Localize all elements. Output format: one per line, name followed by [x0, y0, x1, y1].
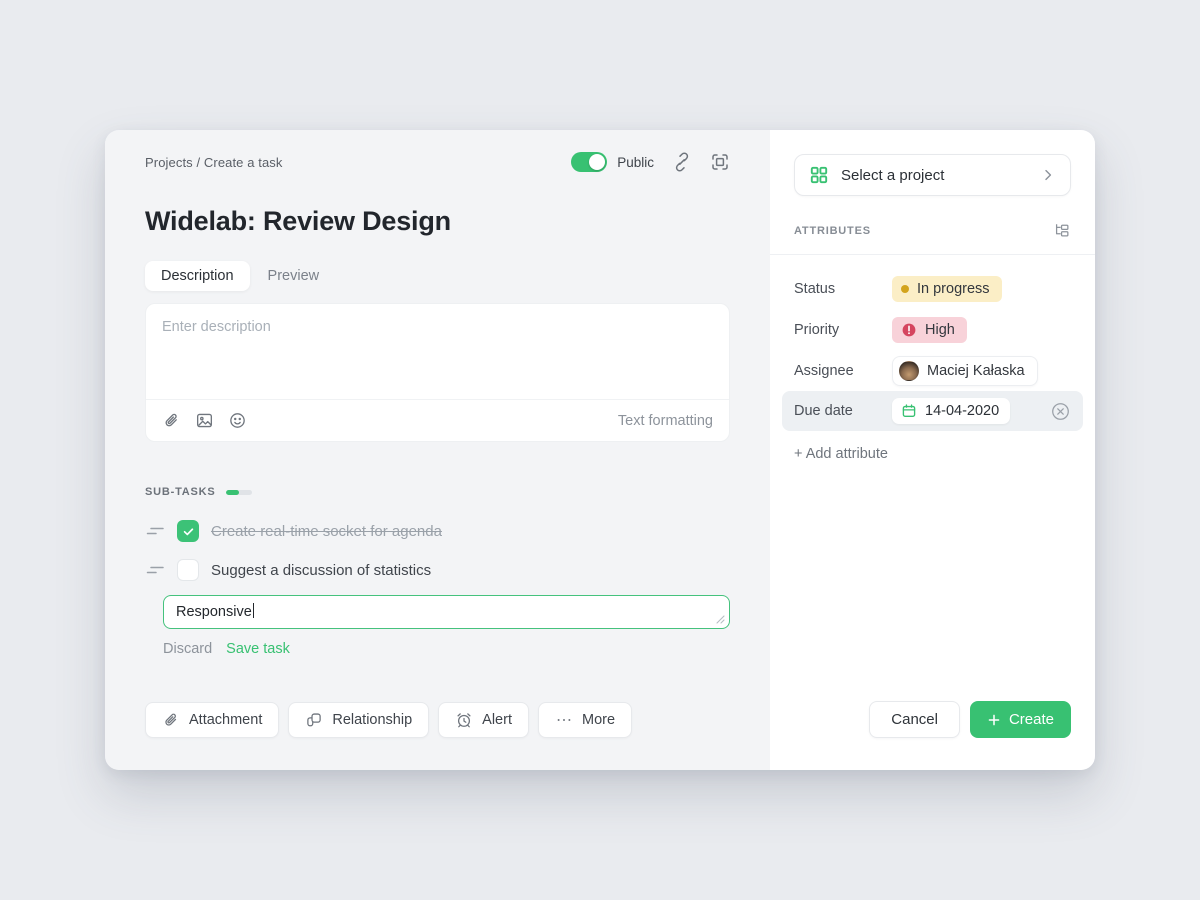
status-badge[interactable]: In progress [892, 275, 1002, 302]
attributes-label: ATTRIBUTES [794, 225, 871, 237]
clear-due-date-icon[interactable] [1050, 401, 1071, 422]
editor-tabs: Description Preview [145, 261, 730, 291]
subtask-row: Suggest a discussion of statistics [145, 555, 730, 585]
emoji-icon[interactable] [228, 411, 247, 430]
attribute-rows: Status In progress Priority [782, 268, 1083, 431]
status-value: In progress [917, 280, 990, 297]
drag-handle-icon[interactable] [145, 560, 165, 580]
fullscreen-icon[interactable] [710, 152, 730, 172]
subtasks-progress-fill [225, 489, 239, 495]
subtask-label[interactable]: Suggest a discussion of statistics [211, 561, 432, 579]
insert-image-icon[interactable] [195, 411, 214, 430]
alert-label: Alert [482, 712, 512, 728]
due-date-value: 14-04-2020 [925, 403, 1000, 419]
editor-panel: Projects / Create a task Public [105, 130, 770, 770]
save-task-button[interactable]: Save task [226, 641, 290, 657]
subtask-row: Create real-time socket for agenda [145, 516, 730, 546]
subtask-checkbox-unchecked[interactable] [177, 559, 199, 581]
attach-file-icon[interactable] [162, 411, 181, 430]
add-attribute-button[interactable]: + Add attribute [794, 446, 888, 462]
priority-row: Priority High [794, 309, 1071, 350]
relationship-label: Relationship [332, 712, 413, 728]
assignee-row: Assignee Maciej Kałaska [794, 350, 1071, 391]
alert-button[interactable]: Alert [438, 702, 529, 738]
attributes-divider [770, 254, 1095, 255]
status-row: Status In progress [794, 268, 1071, 309]
link-icon[interactable] [672, 152, 692, 172]
task-action-bar: Attachment Relationship [145, 702, 730, 738]
attributes-panel: Select a project ATTRIBUTES Sta [770, 130, 1095, 770]
subtasks-header: SUB-TASKS [145, 486, 730, 498]
more-label: More [581, 712, 616, 728]
breadcrumb[interactable]: Projects / Create a task [145, 154, 283, 170]
due-date-pill[interactable]: 14-04-2020 [892, 398, 1011, 424]
assignee-pill[interactable]: Maciej Kałaska [892, 355, 1038, 386]
public-label: Public [617, 154, 654, 170]
attributes-header: ATTRIBUTES [794, 222, 1071, 240]
plus-icon [987, 713, 1001, 727]
select-project-button[interactable]: Select a project [794, 154, 1071, 196]
tab-description[interactable]: Description [145, 261, 250, 291]
priority-alert-icon [901, 322, 917, 338]
due-date-row: Due date 14-04-2020 [782, 391, 1083, 431]
task-title[interactable]: Widelab: Review Design [145, 206, 451, 236]
drag-handle-icon[interactable] [145, 521, 165, 541]
alarm-clock-icon [455, 711, 473, 729]
subtask-label[interactable]: Create real-time socket for agenda [211, 522, 442, 540]
public-toggle[interactable] [571, 152, 608, 172]
new-subtask-value: Responsive [176, 604, 252, 620]
create-label: Create [1008, 711, 1054, 728]
priority-value: High [925, 321, 955, 338]
chevron-right-icon [1040, 167, 1056, 183]
relationship-button[interactable]: Relationship [288, 702, 430, 738]
resize-grip-icon[interactable] [716, 615, 725, 624]
assignee-value: Maciej Kałaska [927, 362, 1025, 379]
editor-toolbar: Text formatting [146, 399, 729, 441]
new-subtask-input[interactable]: Responsive [163, 595, 730, 629]
priority-badge[interactable]: High [892, 316, 967, 343]
subtasks-progress-bar [225, 489, 252, 495]
select-project-label: Select a project [841, 166, 945, 184]
more-button[interactable]: More [537, 702, 633, 738]
project-grid-icon [809, 165, 829, 185]
attachment-label: Attachment [189, 712, 263, 728]
assignee-avatar [899, 360, 919, 381]
subtask-list: Create real-time socket for agenda Sugge… [145, 516, 730, 585]
modal-footer-actions: Cancel Create [794, 701, 1071, 738]
tree-view-icon[interactable] [1053, 222, 1071, 240]
description-editor: Text formatting [145, 303, 730, 442]
left-topbar: Projects / Create a task Public [145, 152, 730, 172]
discard-button[interactable]: Discard [163, 641, 213, 657]
status-dot-icon [901, 284, 909, 293]
paperclip-icon [162, 711, 180, 729]
subtask-checkbox-checked[interactable] [177, 520, 199, 542]
calendar-icon [901, 403, 917, 419]
create-button[interactable]: Create [969, 701, 1071, 738]
tab-preview[interactable]: Preview [267, 268, 320, 284]
relationship-icon [305, 711, 323, 729]
priority-label: Priority [794, 321, 840, 338]
cancel-button[interactable]: Cancel [869, 701, 960, 738]
toggle-knob [589, 154, 606, 170]
due-date-label: Due date [794, 403, 853, 419]
status-label: Status [794, 280, 836, 297]
text-formatting-button[interactable]: Text formatting [617, 412, 713, 429]
create-task-modal: Projects / Create a task Public [105, 130, 1095, 770]
assignee-label: Assignee [794, 362, 854, 379]
description-input[interactable] [146, 304, 729, 394]
attachment-button[interactable]: Attachment [145, 702, 280, 738]
text-caret [252, 603, 255, 618]
new-subtask-actions: Discard Save task [163, 641, 730, 657]
ellipsis-icon [555, 711, 573, 729]
subtasks-label: SUB-TASKS [145, 486, 216, 498]
